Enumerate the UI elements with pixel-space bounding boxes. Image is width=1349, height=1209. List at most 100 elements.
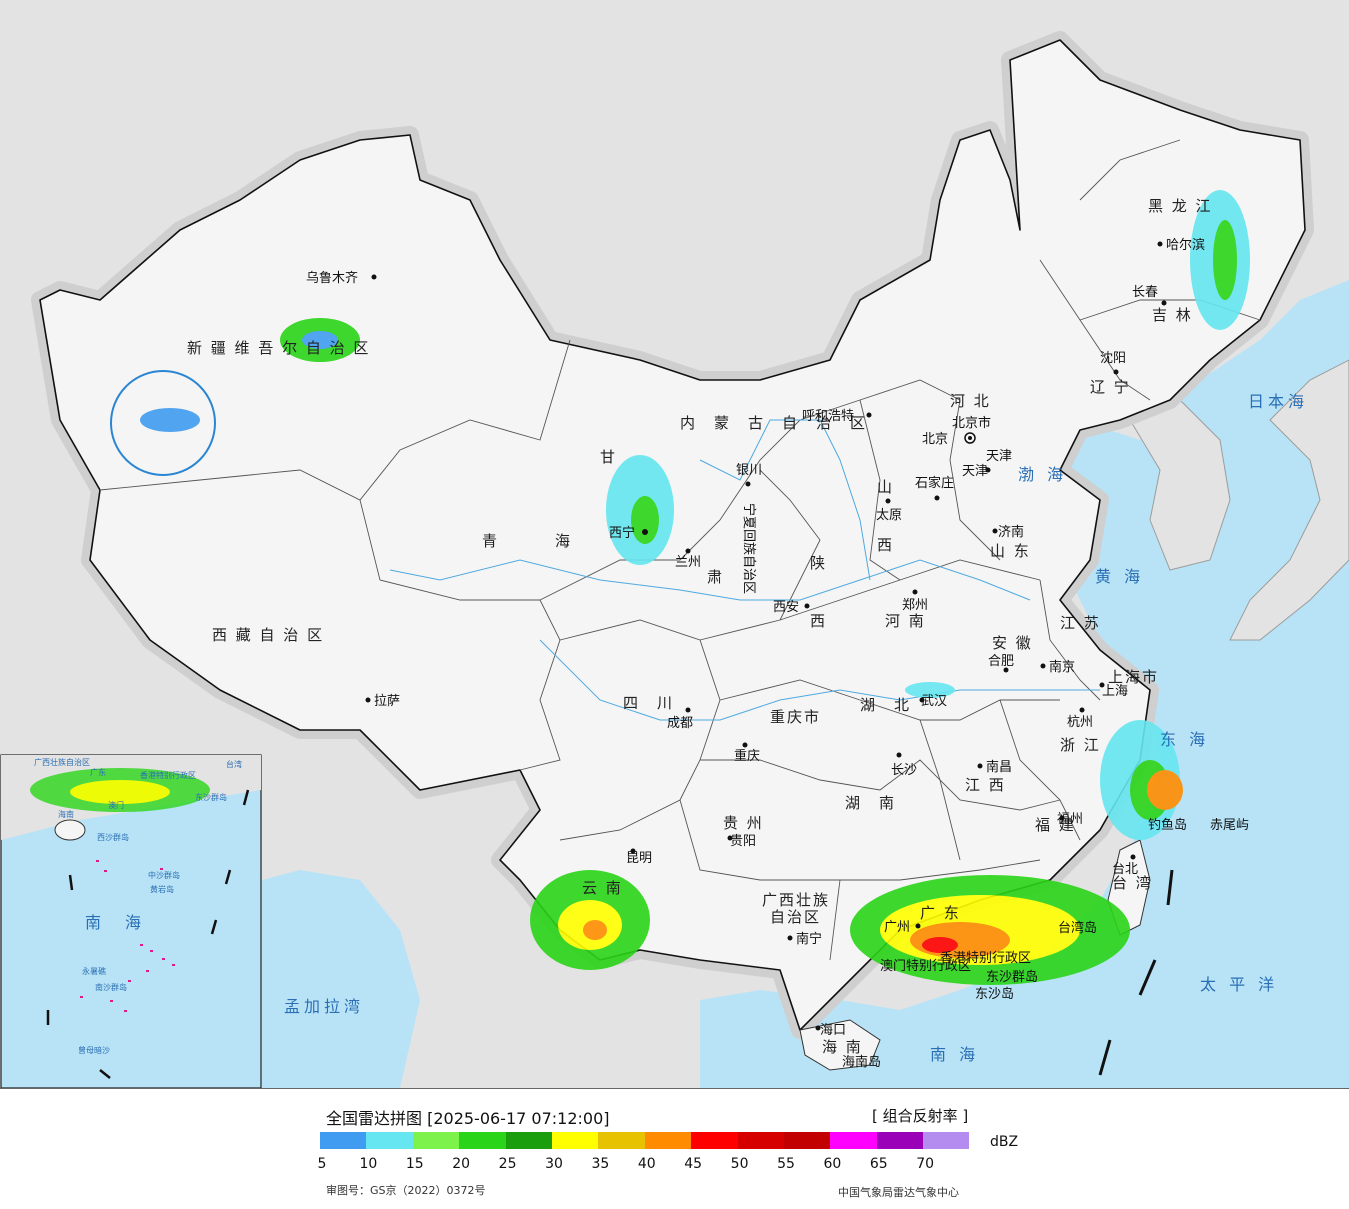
- echo-xinjiang-core: [302, 331, 338, 349]
- product-name: [ 组合反射率 ]: [872, 1107, 969, 1125]
- label-qinghai-2: 海: [555, 532, 572, 550]
- label-haikou: 海口: [820, 1023, 846, 1038]
- label-hohhot: 呼和浩特: [802, 409, 854, 424]
- label-shandong: 山 东: [990, 542, 1031, 560]
- scale-tick-label: 70: [916, 1156, 935, 1172]
- label-sichuan: 四 川: [623, 694, 674, 712]
- inset-hainan-island: [54, 819, 86, 841]
- label-wuhan: 武汉: [921, 694, 947, 709]
- scale-tick-label: 50: [730, 1156, 749, 1172]
- label-chengdu: 成都: [667, 716, 693, 731]
- scale-tick-label: 10: [359, 1156, 378, 1172]
- echo-guangdong-peak: [922, 937, 958, 953]
- scale-tick-label: 35: [591, 1156, 610, 1172]
- label-nanning: 南宁: [796, 931, 822, 947]
- label-nanchang: 南昌: [986, 759, 1012, 775]
- scale-tick-label: 25: [498, 1156, 517, 1172]
- echo-hubei: [905, 682, 955, 698]
- label-anhui: 安 徽: [992, 634, 1033, 652]
- label-xining: 西宁: [609, 525, 635, 541]
- scale-swatch: [320, 1132, 367, 1149]
- inset-label-macau: 澳门: [108, 800, 124, 810]
- label-changsha: 长沙: [891, 763, 917, 778]
- city-markers: [365, 241, 1167, 1031]
- label-beijing: 北京: [922, 432, 948, 447]
- inset-label-guangdong: 广东: [90, 767, 106, 777]
- inset-label-xisha: 西沙群岛: [97, 832, 129, 842]
- bay-of-bengal: [262, 870, 420, 1088]
- label-gansu-2: 肃: [707, 568, 724, 586]
- label-yinchuan: 银川: [736, 463, 762, 478]
- scale-tick-label: 20: [452, 1156, 471, 1172]
- scale-swatch: [551, 1132, 599, 1149]
- scale-tick-label: 60: [823, 1156, 842, 1172]
- label-taiwan-island: 台湾岛: [1058, 920, 1097, 936]
- inset-label-dongsha: 东沙群岛: [195, 792, 227, 802]
- label-hangzhou: 杭州: [1067, 715, 1093, 730]
- label-urumqi: 乌鲁木齐: [306, 270, 358, 286]
- inset-label-taiwan: 台湾: [226, 759, 242, 769]
- label-guangxi-1: 广西壮族: [762, 891, 830, 909]
- inset-label-hainan: 海南: [58, 809, 74, 819]
- label-xizang: 西 藏 自 治 区: [212, 626, 324, 644]
- label-yunnan: 云 南: [582, 879, 623, 897]
- label-shenyang: 沈阳: [1100, 351, 1126, 366]
- echo-circle: [140, 408, 200, 432]
- label-jilin: 吉 林: [1152, 306, 1193, 324]
- label-harbin: 哈尔滨: [1166, 237, 1205, 253]
- inset-label-zhongsha: 中沙群岛: [148, 870, 180, 880]
- label-guizhou: 贵 州: [723, 814, 764, 832]
- echo-qinghai-core: [631, 496, 659, 544]
- label-taiwan: 台 湾: [1112, 874, 1153, 892]
- scale-tick-label: 65: [869, 1156, 888, 1172]
- label-changchun: 长春: [1132, 285, 1158, 300]
- label-huanghai: 黄 海: [1095, 567, 1144, 586]
- scale-tick-label: 30: [545, 1156, 563, 1172]
- hainan-island: [799, 1019, 881, 1071]
- province-boundaries: [99, 139, 1261, 961]
- label-hefei: 合肥: [988, 654, 1014, 669]
- label-riben: 日本海: [1248, 392, 1308, 411]
- label-jiangxi: 江 西: [965, 776, 1006, 794]
- japan-islands: [1229, 359, 1349, 641]
- unit-label: dBZ: [990, 1134, 1019, 1150]
- label-hubei: 湖 北: [860, 696, 911, 714]
- radar-map: 新 疆 维 吾 尔 自 治 区 西 藏 自 治 区 青 海 甘 肃 内 蒙 古 …: [0, 0, 1349, 1088]
- label-zhejiang: 浙 江: [1060, 736, 1101, 754]
- echo-taiwan-strait: [1147, 770, 1183, 810]
- label-taipei: 台北: [1112, 862, 1138, 877]
- scale-swatch: [459, 1132, 506, 1149]
- scale-swatch: [923, 1132, 970, 1149]
- radar-echoes: [140, 190, 1250, 985]
- label-xinjiang: 新 疆 维 吾 尔 自 治 区: [187, 339, 370, 357]
- label-jiangsu: 江 苏: [1060, 614, 1101, 632]
- label-macau: 澳门特别行政区: [880, 958, 971, 974]
- label-mengjiala: 孟加拉湾: [284, 997, 364, 1016]
- korea-peninsula: [1129, 399, 1231, 571]
- inset-boundary-dashes: [46, 789, 250, 1079]
- scale-swatch: [598, 1132, 645, 1149]
- label-guiyang: 贵阳: [730, 834, 756, 849]
- inset-label-huangyan: 黄岩岛: [150, 884, 174, 894]
- label-shijiazhuang: 石家庄: [915, 475, 954, 491]
- agency-name: 中国气象局雷达气象中心: [838, 1186, 959, 1199]
- label-chongqing: 重庆市: [770, 708, 821, 726]
- scale-tick-label: 40: [637, 1156, 656, 1172]
- rivers: [389, 419, 1100, 721]
- label-guangxi-2: 自治区: [770, 908, 821, 926]
- scale-tick-label: 45: [684, 1156, 703, 1172]
- label-hainan-island: 海南岛: [842, 1054, 881, 1070]
- label-gansu-1: 甘: [600, 448, 617, 466]
- inset-label-nanhai: 南 海: [85, 913, 145, 932]
- label-tianjin-province: 天津: [986, 449, 1012, 464]
- south-china-sea-inset: 台湾 东沙群岛 西沙群岛 中沙群岛 黄岩岛 南 海 南沙群岛 永暑礁 曾母暗沙 …: [0, 754, 262, 1088]
- inset-islands: [80, 860, 175, 1012]
- label-hebei: 河 北: [950, 392, 991, 410]
- label-donghai: 东 海: [1160, 730, 1209, 749]
- scale-swatch: [783, 1132, 831, 1149]
- inset-label-nansha: 南沙群岛: [95, 982, 127, 992]
- label-henan: 河 南: [885, 612, 926, 630]
- label-heilongjiang: 黑 龙 江: [1148, 197, 1213, 215]
- scale-swatch: [366, 1132, 413, 1149]
